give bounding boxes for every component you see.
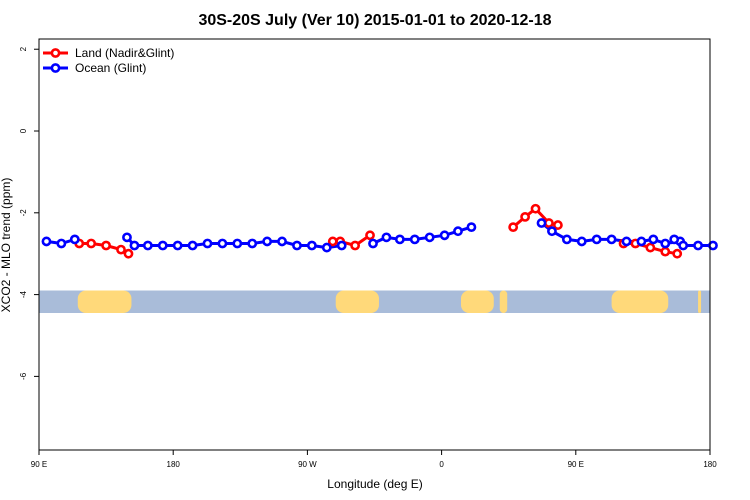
- surface-band: [39, 290, 710, 313]
- land-data-point: [101, 240, 111, 251]
- y-axis-label: XCO2 - MLO trend (ppm): [0, 178, 13, 313]
- x-tick-label: 90 W: [298, 460, 317, 469]
- ocean-data-point: [292, 240, 302, 251]
- ocean-data-point: [262, 236, 273, 247]
- x-axis-label: Longitude (deg E): [327, 477, 422, 491]
- legend: Land (Nadir&Glint)Ocean (Glint): [43, 46, 174, 75]
- land-legend-label: Land (Nadir&Glint): [75, 46, 174, 60]
- ocean-data-point: [157, 240, 168, 251]
- land-data-point: [86, 238, 97, 249]
- ocean-data-point: [439, 230, 450, 241]
- ocean-data-point: [122, 232, 132, 243]
- land-legend-marker: [50, 48, 61, 58]
- ocean-data-point: [708, 240, 718, 251]
- land-patch: [460, 290, 494, 313]
- ocean-data-point: [172, 240, 183, 251]
- plot-frame: [38, 38, 711, 451]
- ocean-data-point: [561, 234, 572, 245]
- x-tick-label: 0: [439, 460, 444, 469]
- ocean-data-point: [69, 234, 80, 245]
- land-data-point: [672, 248, 683, 259]
- ocean-legend-label: Ocean (Glint): [75, 61, 146, 75]
- ocean-data-point: [621, 236, 632, 247]
- ocean-data-point: [424, 232, 435, 243]
- ocean-data-point: [336, 240, 347, 251]
- ocean-data-point: [129, 240, 140, 251]
- ocean-legend-marker: [50, 63, 61, 73]
- ocean-data-point: [547, 226, 557, 237]
- land-data-point: [544, 218, 554, 228]
- x-tick-label: 180: [167, 460, 181, 469]
- ocean-data-point: [576, 236, 587, 247]
- y-tick-label: -4: [19, 290, 28, 298]
- land-data-point: [365, 230, 375, 241]
- ocean-data-point: [41, 236, 52, 247]
- ocean-data-point: [453, 226, 463, 237]
- land-data-point: [553, 220, 563, 230]
- ocean-data-point: [142, 240, 153, 251]
- ocean-data-point: [693, 240, 703, 251]
- ocean-data-point: [187, 240, 198, 251]
- ocean-data-point: [648, 234, 659, 245]
- land-patch: [611, 290, 669, 313]
- y-tick-label: -2: [19, 209, 28, 217]
- ocean-data-point: [321, 242, 332, 253]
- y-tick-label: 2: [19, 46, 28, 51]
- ocean-data-point: [409, 234, 420, 245]
- ocean-data-point: [202, 238, 213, 249]
- land-data-point: [530, 203, 541, 214]
- y-tick-label: 0: [19, 128, 28, 133]
- ocean-data-point: [306, 240, 317, 251]
- ocean-data-point: [536, 218, 547, 228]
- series-points: [41, 203, 718, 259]
- land-data-point: [645, 242, 656, 253]
- ocean-data-point: [368, 238, 378, 249]
- ocean-data-point: [247, 238, 258, 249]
- x-axis-ticks: 90 E 180 90 W 0 90 E 180: [31, 450, 717, 469]
- land-data-point: [660, 246, 671, 257]
- x-tick-label: 180: [703, 460, 717, 469]
- ocean-data-point: [591, 234, 602, 245]
- ocean-data-point: [606, 234, 617, 245]
- land-patch: [335, 290, 379, 313]
- ocean-data-point: [636, 236, 647, 247]
- ocean-data-point: [381, 232, 392, 243]
- chart-title: 30S-20S July (Ver 10) 2015-01-01 to 2020…: [198, 12, 551, 29]
- land-patch: [698, 290, 702, 313]
- ocean-data-point: [217, 238, 228, 249]
- land-data-point: [508, 222, 519, 233]
- ocean-data-point: [466, 222, 477, 233]
- x-tick-label: 90 E: [568, 460, 584, 469]
- land-data-point: [327, 236, 338, 247]
- land-data-point: [116, 244, 126, 255]
- ocean-series-line: [125, 235, 344, 250]
- ocean-data-point: [277, 236, 287, 247]
- land-data-point: [123, 248, 134, 259]
- land-patch: [77, 290, 132, 313]
- ocean-data-point: [394, 234, 405, 245]
- ocean-data-point: [669, 234, 680, 245]
- y-axis-ticks: 2 0 -2 -4 -6: [19, 46, 39, 380]
- land-data-point: [350, 240, 361, 251]
- y-tick-label: -6: [19, 372, 28, 380]
- ocean-data-point: [660, 238, 671, 249]
- x-tick-label: 90 E: [31, 460, 47, 469]
- land-patch: [499, 290, 508, 313]
- ocean-data-point: [56, 238, 67, 249]
- ocean-data-point: [232, 238, 243, 249]
- land-data-point: [520, 211, 531, 222]
- ocean-data-point: [678, 240, 689, 251]
